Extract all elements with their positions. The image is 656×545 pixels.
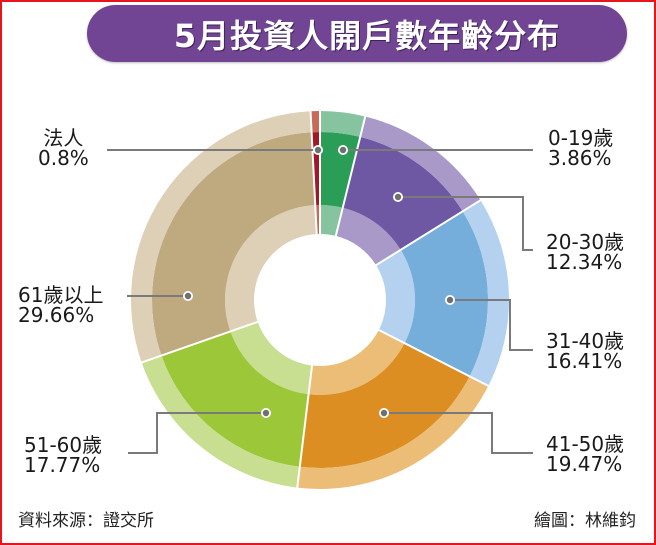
label-name: 51-60歲 — [24, 433, 103, 457]
segment-divider — [377, 328, 490, 388]
segment-outer-ring — [360, 116, 481, 212]
segment-main-ring — [161, 331, 309, 467]
segment-divider — [296, 364, 314, 489]
segment-inner-ring — [308, 329, 405, 395]
label-0-19: 0-19歲 3.86% — [548, 128, 613, 168]
segment-main-ring — [299, 343, 470, 468]
segment-divider — [334, 115, 367, 238]
leader-dot — [339, 146, 347, 154]
segment-inner-ring — [230, 321, 313, 395]
label-51-60: 51-60歲 17.77% — [24, 435, 102, 475]
segment-main-ring — [152, 132, 316, 356]
leader-dot — [446, 296, 454, 304]
label-name: 41-50歲 — [546, 432, 625, 456]
credit-note: 繪圖：林維鈞 — [534, 511, 636, 531]
label-61-plus: 61歲以上 29.66% — [18, 285, 103, 325]
segment-inner-ring — [376, 249, 415, 344]
segment-main-ring — [342, 136, 463, 250]
segment-outer-ring — [297, 376, 489, 489]
leader-line — [450, 299, 533, 351]
label-value: 16.41% — [546, 349, 623, 373]
label-value: 3.86% — [548, 146, 612, 170]
title-banner: 5月投資人開戶數年齡分布 — [87, 5, 627, 62]
leader-dot — [184, 292, 192, 300]
segment-divider — [309, 110, 318, 236]
label-31-40: 31-40歲 16.41% — [546, 331, 624, 371]
label-value: 0.8% — [38, 146, 89, 170]
segment-outer-ring — [462, 200, 509, 386]
label-institution: 法人 0.8% — [38, 128, 89, 168]
leader-dot — [394, 193, 402, 201]
source-note: 資料來源：證交所 — [18, 511, 154, 531]
leader-dot — [380, 409, 388, 417]
segment-outer-ring — [141, 355, 300, 488]
label-41-50: 41-50歲 19.47% — [546, 434, 624, 474]
label-value: 19.47% — [546, 452, 623, 476]
label-name: 20-30歲 — [546, 230, 625, 254]
segment-inner-ring — [335, 207, 401, 266]
segment-divider — [374, 198, 482, 267]
segment-outer-ring — [310, 111, 320, 133]
chart-title: 5月投資人開戶數年齡分布 — [173, 16, 561, 55]
segment-divider — [140, 320, 259, 364]
leader-dot — [314, 146, 322, 154]
leader-line — [398, 196, 533, 251]
label-name: 法人 — [43, 126, 84, 150]
label-name: 0-19歲 — [548, 126, 614, 150]
label-20-30: 20-30歲 12.34% — [546, 232, 624, 272]
leader-line — [128, 412, 266, 454]
segment-main-ring — [400, 211, 488, 377]
label-name: 31-40歲 — [546, 329, 625, 353]
label-value: 17.77% — [24, 453, 101, 477]
segment-outer-ring — [131, 111, 312, 363]
label-value: 29.66% — [18, 303, 95, 327]
segment-outer-ring — [320, 111, 366, 137]
label-name: 61歲以上 — [18, 283, 104, 307]
segment-inner-ring — [225, 205, 317, 332]
leader-line — [384, 412, 533, 454]
leader-dot — [262, 409, 270, 417]
label-value: 12.34% — [546, 250, 623, 274]
